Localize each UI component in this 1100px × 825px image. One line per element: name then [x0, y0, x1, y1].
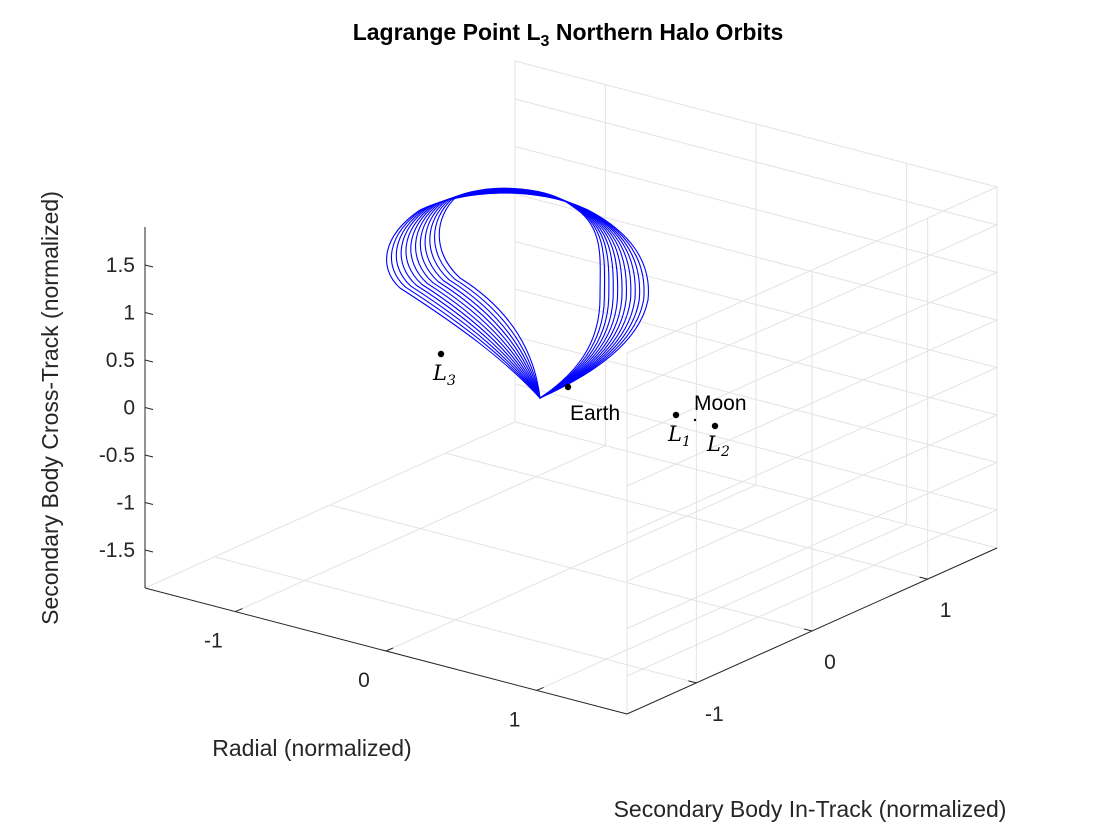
x-tick-label: 0	[358, 669, 370, 692]
y-tick	[919, 576, 928, 580]
x-tick-label: 1	[509, 708, 521, 731]
l3-marker	[437, 350, 445, 358]
z-tick-label: 1.5	[106, 254, 135, 277]
x-gridline	[235, 84, 606, 613]
y-gridline	[445, 218, 929, 580]
earth-label: Earth	[570, 402, 620, 425]
halo-orbit	[438, 187, 601, 399]
x-axis-label: Radial (normalized)	[212, 735, 411, 761]
earth-marker	[564, 383, 572, 391]
z-tick	[144, 312, 154, 315]
l1-label: L1	[667, 422, 691, 450]
x-tick-label: -1	[204, 630, 223, 653]
y-tick-label: -1	[705, 703, 724, 726]
axes	[144, 227, 998, 715]
box-edge	[144, 421, 516, 589]
x-tick	[235, 608, 243, 613]
z-tick	[144, 549, 154, 553]
y-tick-label: 0	[824, 651, 836, 674]
z-tick	[144, 454, 154, 458]
z-tick	[144, 502, 154, 505]
z-tick-label: 0	[123, 397, 135, 420]
z-tick	[144, 407, 154, 410]
y-axis-label: Secondary Body In-Track (normalized)	[614, 796, 1007, 822]
halo-orbit-family	[386, 187, 650, 399]
box-edge	[626, 186, 998, 354]
l2-label: L2	[706, 432, 730, 460]
moon-label: Moon	[694, 392, 747, 415]
halo-orbit	[429, 188, 610, 399]
halo-orbit	[424, 189, 614, 399]
box-edge	[514, 60, 998, 188]
chart-title: Lagrange Point L3 Northern Halo Orbits	[353, 19, 784, 50]
y-tick-label: 1	[940, 599, 952, 622]
x-tick	[536, 686, 544, 691]
ticks: -1.5 -1 -0.5 0 0.5 1 1.5 -1 0 1 -1 0 1	[99, 254, 952, 731]
z-tick-label: 0.5	[106, 349, 135, 372]
y-gridline	[329, 270, 813, 632]
l2-marker	[711, 422, 719, 430]
box-edge	[514, 421, 998, 549]
z-tick-label: -1	[116, 492, 135, 515]
z-tick	[144, 264, 154, 268]
l3-label: L3	[432, 361, 456, 389]
x-tick	[385, 647, 394, 652]
z-axis-label: Secondary Body Cross-Track (normalized)	[37, 191, 63, 625]
lagrange-points: Earth Moon L1 L2 L3	[432, 350, 747, 460]
x-gridline	[536, 163, 908, 691]
z-tick	[144, 359, 154, 363]
z-tick-label: 1	[123, 302, 135, 325]
z-tick-label: -1.5	[99, 539, 135, 562]
y-tick	[803, 628, 813, 632]
moon-marker	[693, 418, 697, 422]
z-tick-label: -0.5	[99, 444, 135, 467]
halo-orbit	[434, 188, 606, 399]
l1-marker	[672, 411, 680, 419]
y-tick	[688, 680, 697, 684]
